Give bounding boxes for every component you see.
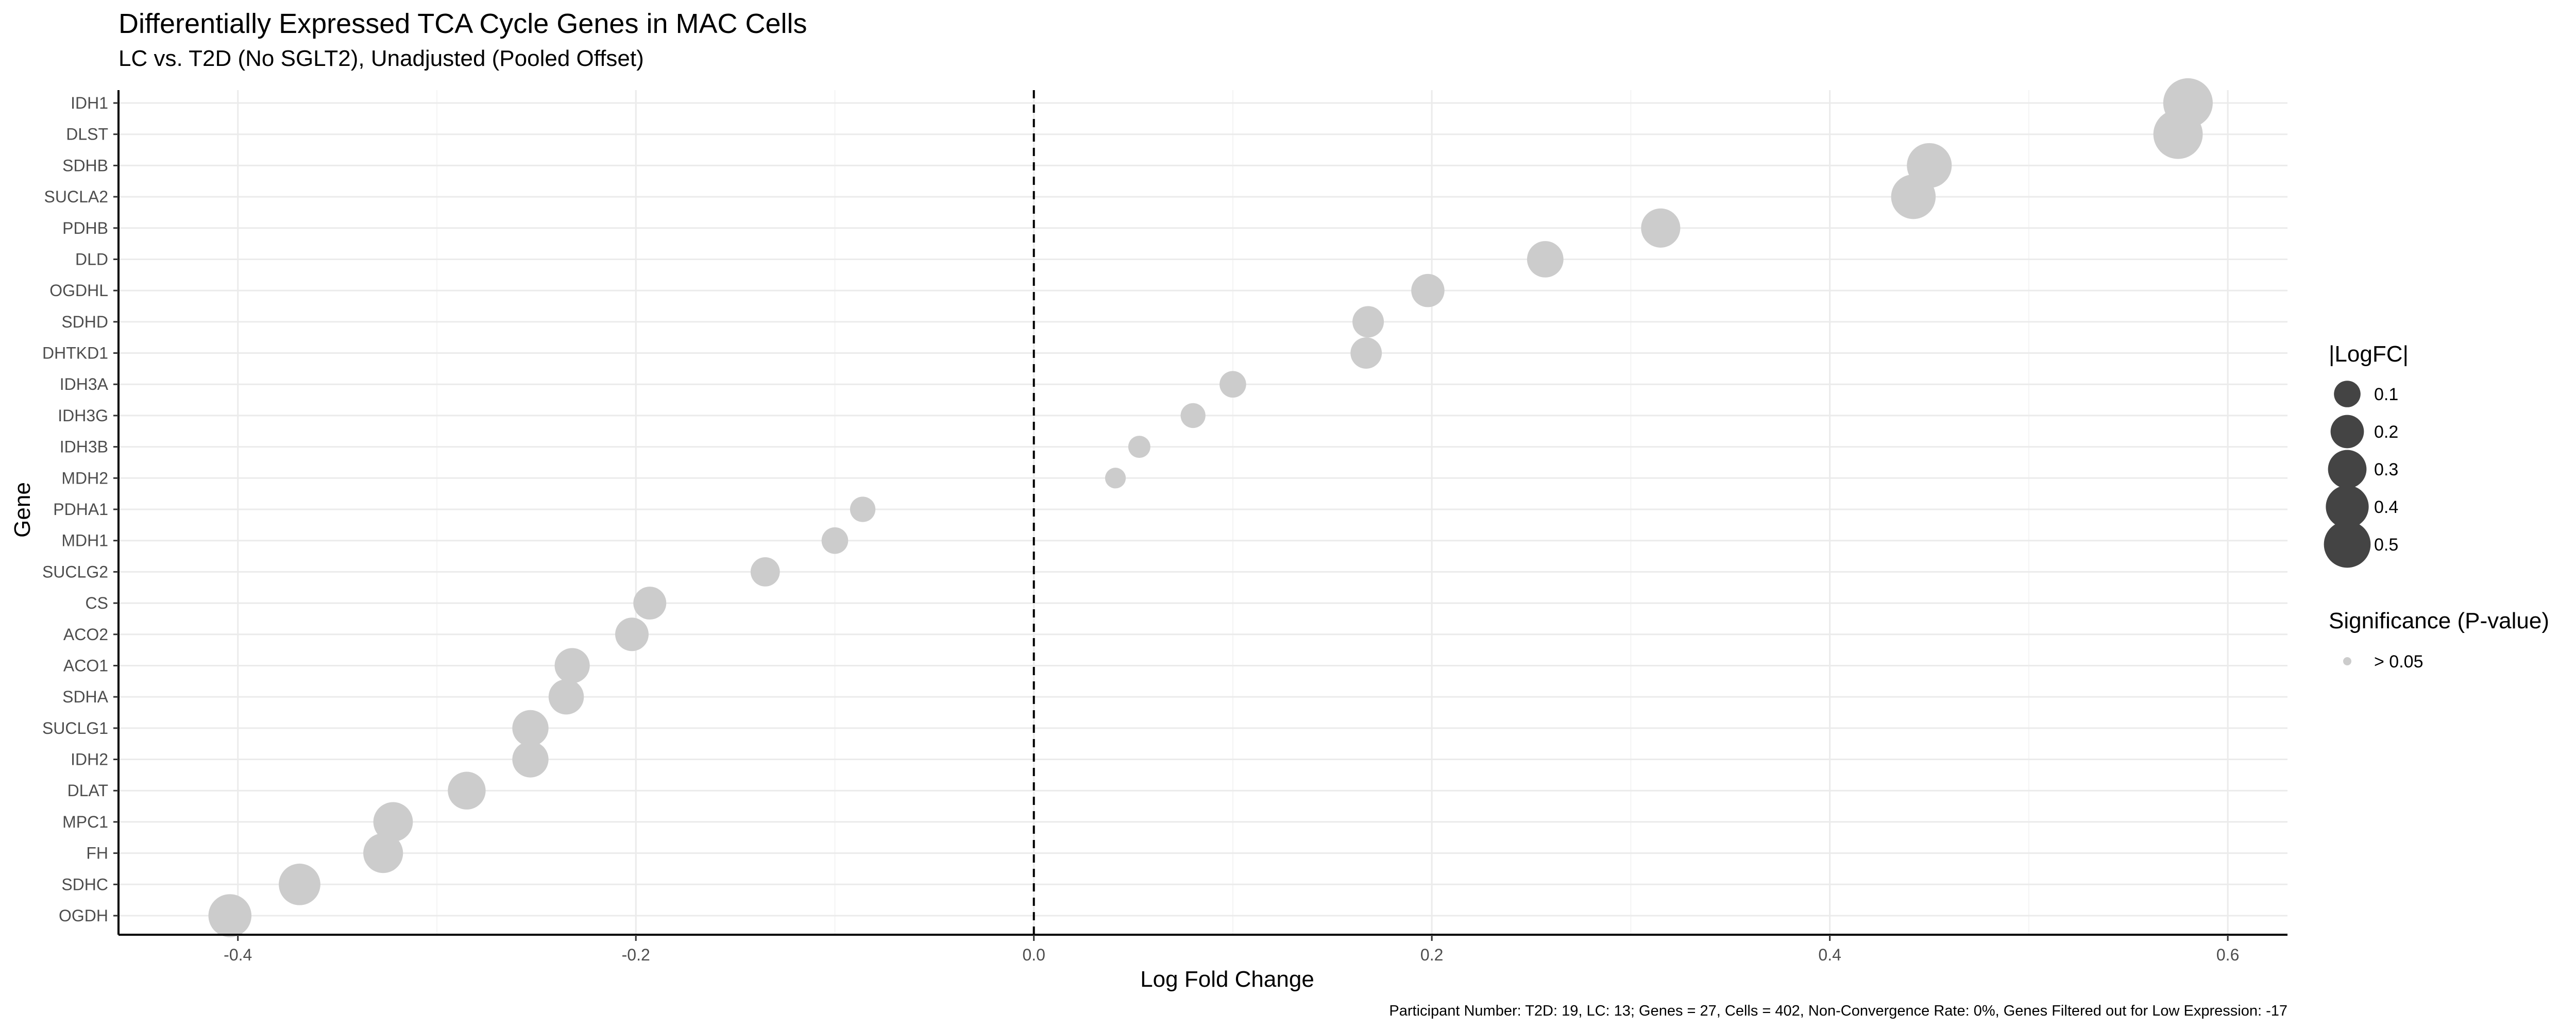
legend-significance-title: Significance (P-value) — [2329, 608, 2549, 633]
data-point-aco2 — [615, 617, 649, 651]
data-point-cs — [633, 587, 667, 620]
data-point-suclg1 — [512, 710, 549, 746]
legend-size-label: 0.3 — [2374, 460, 2398, 479]
data-point-idh2 — [512, 741, 549, 778]
y-tick-label: MDH2 — [61, 469, 108, 487]
data-point-pdhb — [1641, 208, 1681, 248]
legend-size-label: 0.2 — [2374, 422, 2398, 442]
legend-size-entries: 0.1 0.2 0.3 0.4 0.5 — [2324, 381, 2398, 568]
data-point-dhtkd1 — [1350, 337, 1382, 369]
data-point-idh3g — [1180, 403, 1206, 428]
data-point-pdha1 — [850, 496, 876, 522]
legend-size-key — [2328, 450, 2367, 489]
chart-caption: Participant Number: T2D: 19, LC: 13; Gen… — [1389, 1003, 2287, 1019]
y-tick-label: SDHA — [62, 688, 109, 706]
legend-significance-entries: > 0.05 — [2343, 652, 2423, 672]
x-tick-label: 0.2 — [1420, 946, 1443, 964]
legend-size-title: |LogFC| — [2329, 341, 2409, 367]
y-tick-label: SUCLG2 — [42, 562, 108, 581]
data-point-dld — [1527, 241, 1564, 278]
legend-significance-label: > 0.05 — [2374, 652, 2423, 672]
data-point-sdhc — [279, 863, 320, 905]
x-tick-label: -0.2 — [622, 946, 650, 964]
chart-title: Differentially Expressed TCA Cycle Genes… — [118, 8, 807, 39]
x-tick-label: 0.4 — [1818, 946, 1841, 964]
x-axis-ticks: -0.4 -0.2 0.0 0.2 0.4 0.6 — [224, 935, 2239, 964]
y-axis-title: Gene — [10, 482, 35, 538]
grid-lines — [118, 90, 2287, 935]
data-point-mdh2 — [1105, 468, 1126, 489]
y-tick-label: OGDHL — [49, 281, 108, 300]
y-tick-label: OGDH — [59, 906, 108, 925]
legend-size-label: 0.5 — [2374, 535, 2398, 555]
y-tick-label: IDH3G — [58, 406, 108, 425]
data-point-aco1 — [554, 648, 590, 683]
x-tick-label: 0.6 — [2216, 946, 2239, 964]
y-tick-label: SDHD — [61, 313, 108, 331]
data-point-idh3a — [1219, 371, 1246, 398]
data-point-mpc1 — [373, 802, 413, 842]
legend-size-label: 0.1 — [2374, 385, 2398, 404]
data-point-ogdh — [208, 894, 252, 937]
x-axis-title: Log Fold Change — [1140, 967, 1314, 992]
data-point-suclg2 — [750, 557, 780, 587]
legend-size-key — [2330, 415, 2364, 449]
data-point-dlat — [448, 771, 486, 810]
y-tick-label: PDHA1 — [53, 500, 108, 519]
legend-logfc-size: |LogFC| 0.1 0.2 0.3 0.4 0.5 — [2324, 341, 2409, 568]
y-tick-label: MPC1 — [62, 813, 108, 831]
legend-significance-key — [2343, 657, 2351, 665]
y-tick-label: DHTKD1 — [42, 344, 108, 363]
legend-size-key — [2334, 381, 2361, 407]
chart-subtitle: LC vs. T2D (No SGLT2), Unadjusted (Poole… — [118, 46, 644, 71]
y-tick-label: ACO1 — [63, 656, 108, 675]
y-tick-label: FH — [86, 844, 108, 863]
x-tick-label: -0.4 — [224, 946, 252, 964]
legend-size-key — [2324, 521, 2371, 568]
data-point-dlst — [2153, 109, 2203, 159]
legend-size-key — [2326, 485, 2369, 528]
y-tick-label: ACO2 — [63, 625, 108, 644]
data-point-fh — [363, 833, 403, 873]
data-point-sdha — [548, 679, 584, 715]
data-point-sdhd — [1352, 306, 1384, 338]
data-point-sucla2 — [1891, 174, 1936, 219]
y-tick-label: IDH1 — [71, 94, 108, 112]
data-point-idh3b — [1128, 436, 1150, 458]
y-tick-label: MDH1 — [61, 531, 108, 550]
y-tick-label: SDHB — [62, 156, 108, 175]
data-point-ogdhl — [1411, 273, 1445, 307]
y-tick-label: SDHC — [61, 875, 108, 894]
legend-size-label: 0.4 — [2374, 497, 2398, 517]
plot-panel: IDH1 DLST SDHB SUCLA2 PDHB DLD OGDHL SDHD DHTKD1… — [42, 78, 2287, 964]
y-tick-label: CS — [86, 594, 108, 612]
data-point-mdh1 — [821, 527, 849, 554]
y-axis-ticks: IDH1 DLST SDHB SUCLA2 PDHB DLD OGDHL SDHD DHTKD1… — [42, 94, 118, 925]
y-tick-label: DLAT — [67, 781, 108, 800]
y-tick-label: PDHB — [62, 219, 108, 237]
x-tick-label: 0.0 — [1022, 946, 1045, 964]
y-tick-label: IDH3A — [60, 375, 109, 393]
y-tick-label: SUCLG1 — [42, 719, 108, 737]
data-points — [208, 78, 2213, 937]
y-tick-label: SUCLA2 — [44, 187, 109, 206]
y-tick-label: IDH3B — [60, 438, 108, 456]
legend-significance: Significance (P-value) > 0.05 — [2329, 608, 2549, 672]
y-tick-label: DLD — [75, 250, 108, 268]
y-tick-label: IDH2 — [71, 750, 108, 769]
y-tick-label: DLST — [66, 125, 108, 144]
